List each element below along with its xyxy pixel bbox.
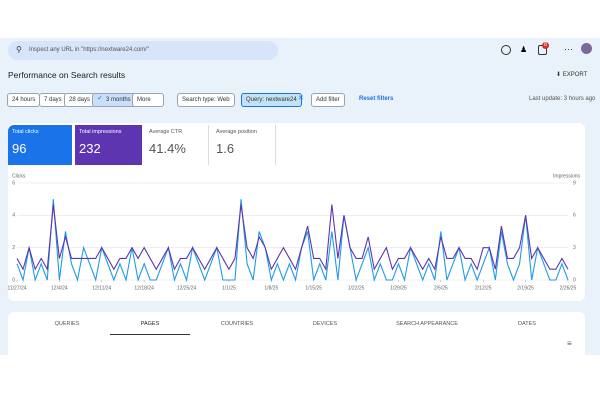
- y-tick-label: 2: [12, 245, 15, 251]
- search-box[interactable]: Inspect any URL in "https://nextware24.c…: [8, 41, 278, 60]
- tab[interactable]: DEVICES: [312, 321, 338, 327]
- x-tick-label: 12/4/24: [51, 285, 68, 291]
- tab[interactable]: COUNTRIES: [220, 321, 254, 327]
- x-tick-label: 1/22/25: [348, 285, 365, 291]
- y-axis-label: Clicks: [12, 173, 26, 179]
- card-label: Average CTR: [149, 129, 183, 135]
- avatar[interactable]: [581, 43, 592, 54]
- tabs-panel: [8, 312, 585, 355]
- x-tick-label: 2/5/25: [434, 285, 448, 291]
- tab-underline: [110, 334, 190, 335]
- metric-card[interactable]: Total clicks 96: [8, 125, 72, 165]
- tab[interactable]: DATES: [518, 321, 536, 327]
- y2-tick-label: 3: [573, 245, 576, 251]
- search-icon: ⚲: [16, 45, 22, 54]
- search-type-chip[interactable]: Search type: Web: [177, 93, 235, 107]
- reset-link[interactable]: Reset filters: [359, 96, 394, 102]
- x-tick-label: 1/1/25: [222, 285, 236, 291]
- metric-card[interactable]: Average position 1.6: [212, 125, 276, 165]
- more-chip[interactable]: More: [132, 93, 164, 107]
- help-icon[interactable]: [501, 45, 511, 55]
- card-value: 41.4%: [149, 141, 186, 156]
- card-label: Total impressions: [79, 129, 122, 135]
- apps-icon[interactable]: ⋯: [564, 44, 573, 54]
- export-label: EXPORT: [562, 72, 588, 78]
- x-tick-label: 11/27/24: [7, 285, 26, 291]
- check-icon: ✓: [97, 95, 103, 102]
- search-placeholder: Inspect any URL in "https://nextware24.c…: [29, 47, 150, 53]
- x-tick-label: 1/15/25: [305, 285, 322, 291]
- x-tick-label: 12/18/24: [134, 285, 154, 291]
- y-tick-label: 6: [12, 180, 15, 186]
- tab[interactable]: QUERIES: [54, 321, 80, 327]
- x-tick-label: 2/12/25: [475, 285, 492, 291]
- badge: 8: [542, 42, 549, 49]
- last-update: Last update: 3 hours ago: [529, 96, 596, 102]
- x-tick-label: 2/26/25: [560, 285, 577, 291]
- card-label: Average position: [216, 129, 257, 135]
- card-value: 96: [12, 141, 27, 156]
- page-title: Performance on Search results: [8, 70, 126, 80]
- card-label: Total clicks: [12, 129, 39, 135]
- card-value: 232: [79, 141, 101, 156]
- tab-selected[interactable]: PAGES: [140, 321, 160, 327]
- metric-card[interactable]: Average CTR 41.4%: [145, 125, 209, 165]
- x-tick-label: 1/29/25: [390, 285, 407, 291]
- x-tick-label: 2/19/25: [517, 285, 534, 291]
- metric-card[interactable]: Total impressions 232: [75, 125, 142, 165]
- query-chip[interactable]: Query: nextware24: [241, 93, 302, 107]
- add-filter-chip[interactable]: Add filter: [311, 93, 345, 107]
- y-tick-label: 0: [12, 277, 15, 283]
- series-line: [16, 204, 569, 272]
- close-icon[interactable]: ✕: [298, 95, 304, 102]
- y2-tick-label: 6: [573, 213, 576, 219]
- y2-axis-label: Impressions: [553, 173, 580, 179]
- y2-tick-label: 0: [573, 277, 576, 283]
- x-tick-label: 12/11/24: [92, 285, 111, 291]
- x-tick-label: 12/25/24: [177, 285, 197, 291]
- series-line: [16, 199, 569, 283]
- tab[interactable]: SEARCH APPEARANCE: [396, 321, 458, 327]
- export-button[interactable]: ⬇ EXPORT: [556, 72, 588, 78]
- y-tick-label: 4: [12, 213, 15, 219]
- x-tick-label: 1/8/25: [264, 285, 278, 291]
- users-icon[interactable]: ♟: [520, 45, 528, 54]
- y2-tick-label: 9: [573, 180, 576, 186]
- filter-icon[interactable]: ≡: [567, 339, 572, 348]
- card-value: 1.6: [216, 141, 235, 156]
